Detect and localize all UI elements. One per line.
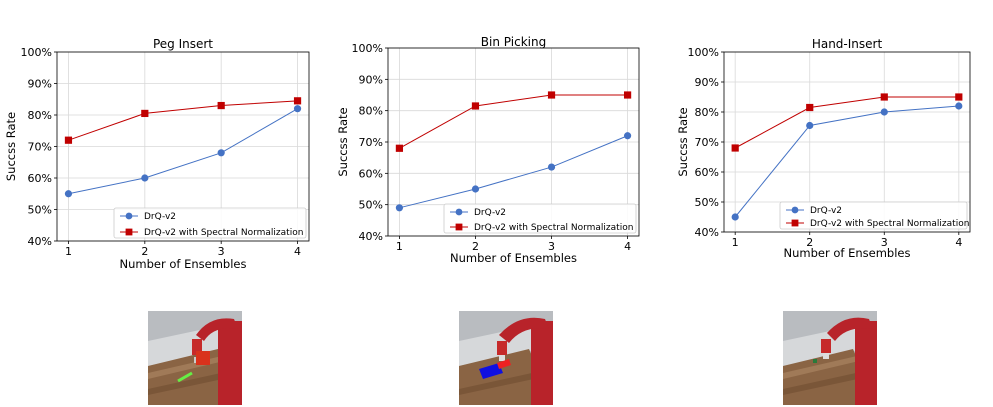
- legend-marker: [125, 212, 133, 220]
- x-tick-label: 3: [548, 240, 555, 253]
- x-tick-label: 4: [955, 236, 962, 249]
- data-point-spectral-norm: [395, 144, 404, 152]
- data-point-spectral-norm: [623, 91, 632, 99]
- y-tick-label: 80%: [695, 106, 719, 119]
- legend-marker: [791, 219, 799, 227]
- data-point-drqv2: [806, 121, 814, 130]
- chart-title: Bin Picking: [481, 35, 546, 49]
- y-tick-label: 100%: [688, 46, 719, 59]
- bin-picking-thumbnail: [459, 311, 553, 405]
- x-tick-label: 1: [396, 240, 403, 253]
- y-tick-label: 70%: [28, 141, 52, 154]
- y-tick-label: 90%: [28, 78, 52, 91]
- y-tick-label: 80%: [28, 109, 52, 122]
- y-tick-label: 60%: [695, 166, 719, 179]
- legend-label: DrQ-v2: [144, 212, 176, 222]
- y-tick-label: 50%: [695, 196, 719, 209]
- legend-marker: [455, 208, 463, 216]
- y-tick-label: 60%: [359, 167, 383, 180]
- data-point-spectral-norm: [141, 109, 149, 118]
- y-axis-label: Succss Rate: [4, 112, 18, 181]
- y-tick-label: 70%: [359, 136, 383, 149]
- series-line-spectral-norm: [68, 100, 298, 141]
- data-point-drqv2: [395, 204, 404, 212]
- x-axis-label: Number of Ensembles: [784, 246, 911, 260]
- series-line-drqv2: [734, 105, 959, 218]
- x-tick-label: 2: [472, 240, 479, 253]
- x-tick-label: 4: [294, 245, 301, 258]
- legend-label: DrQ-v2 with Spectral Normalization: [474, 223, 633, 233]
- legend-label: DrQ-v2: [474, 208, 506, 218]
- data-point-drqv2: [731, 213, 739, 221]
- y-tick-label: 90%: [359, 73, 383, 86]
- series-line-drqv2: [68, 108, 298, 195]
- legend-marker: [455, 223, 463, 231]
- series-line-spectral-norm: [734, 96, 959, 149]
- data-point-drqv2: [880, 108, 888, 116]
- x-tick-label: 1: [65, 245, 72, 258]
- y-tick-label: 60%: [28, 172, 52, 185]
- data-point-spectral-norm: [880, 93, 888, 101]
- data-point-drqv2: [141, 174, 149, 182]
- data-point-spectral-norm: [955, 93, 963, 101]
- data-point-drqv2: [64, 190, 73, 198]
- y-axis-label: Succss Rate: [676, 107, 690, 176]
- legend-label: DrQ-v2 with Spectral Normalization: [810, 219, 969, 229]
- data-point-spectral-norm: [547, 91, 556, 99]
- x-tick-label: 2: [141, 245, 148, 258]
- chart-title: Peg Insert: [153, 37, 213, 51]
- x-tick-label: 3: [881, 236, 888, 249]
- data-point-drqv2: [623, 132, 632, 140]
- data-point-drqv2: [293, 105, 302, 113]
- chart-title: Hand-Insert: [812, 37, 883, 51]
- x-axis-label: Number of Ensembles: [450, 251, 577, 265]
- y-axis-label: Succss Rate: [336, 107, 350, 176]
- data-point-drqv2: [217, 149, 225, 157]
- data-point-spectral-norm: [731, 144, 739, 152]
- data-point-spectral-norm: [471, 102, 480, 110]
- peg-insert-thumbnail: [148, 311, 242, 405]
- data-point-drqv2: [471, 185, 480, 193]
- y-tick-label: 40%: [359, 230, 383, 243]
- hand-insert-thumbnail: [783, 311, 877, 405]
- legend-box: [113, 207, 307, 239]
- data-point-spectral-norm: [293, 97, 302, 105]
- data-point-drqv2: [955, 102, 963, 110]
- y-tick-label: 40%: [28, 235, 52, 248]
- data-point-spectral-norm: [64, 136, 73, 144]
- x-axis-label: Number of Ensembles: [120, 257, 247, 271]
- data-point-spectral-norm: [217, 101, 225, 110]
- y-tick-label: 70%: [695, 136, 719, 149]
- data-point-spectral-norm: [806, 103, 814, 112]
- y-tick-label: 90%: [695, 76, 719, 89]
- x-tick-label: 2: [806, 236, 813, 249]
- x-tick-label: 1: [732, 236, 739, 249]
- y-tick-label: 50%: [359, 199, 383, 212]
- series-line-drqv2: [399, 135, 628, 209]
- y-tick-label: 50%: [28, 204, 52, 217]
- y-tick-label: 100%: [352, 42, 383, 55]
- y-tick-label: 40%: [695, 226, 719, 239]
- y-tick-label: 100%: [21, 46, 52, 59]
- legend-marker: [125, 228, 133, 236]
- legend-label: DrQ-v2 with Spectral Normalization: [144, 228, 303, 238]
- x-tick-label: 3: [218, 245, 225, 258]
- x-tick-label: 4: [624, 240, 631, 253]
- legend-box: [443, 203, 637, 234]
- series-line-spectral-norm: [399, 94, 628, 149]
- y-tick-label: 80%: [359, 105, 383, 118]
- data-point-drqv2: [547, 163, 556, 171]
- legend-marker: [791, 206, 799, 214]
- legend-box: [779, 201, 968, 230]
- legend-label: DrQ-v2: [810, 206, 842, 216]
